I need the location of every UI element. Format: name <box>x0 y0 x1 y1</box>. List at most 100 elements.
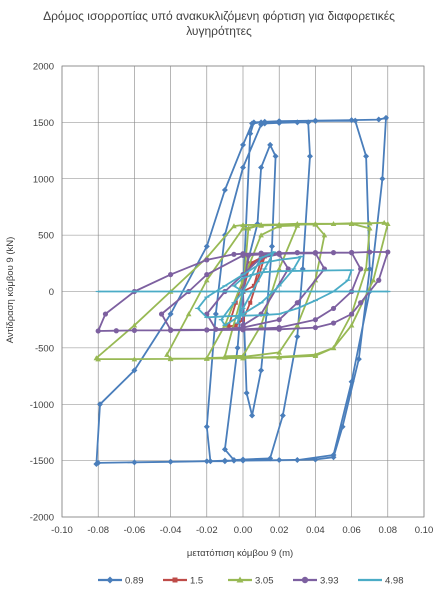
data-point <box>276 324 282 331</box>
data-point <box>131 367 138 374</box>
data-point <box>203 423 210 430</box>
data-point <box>330 320 337 326</box>
data-point <box>95 328 101 334</box>
series-4.98 <box>95 251 391 327</box>
data-point <box>348 322 355 328</box>
data-point <box>385 221 391 227</box>
data-point <box>367 249 373 255</box>
data-point <box>268 243 275 250</box>
legend-marker <box>301 576 309 584</box>
data-point <box>164 351 170 357</box>
data-point <box>379 175 386 182</box>
data-point <box>321 232 328 238</box>
data-point <box>231 223 237 229</box>
chart-title-line-1: Δρόμος ισορροπίας υπό ανακυκλιζόμενη φόρ… <box>43 9 395 23</box>
data-point <box>349 311 355 317</box>
chart-title-line-2: λυγηρότητες <box>186 24 252 38</box>
data-point <box>231 251 237 257</box>
legend: 0.89 1.5 3.05 3.93 4.98 <box>98 576 404 587</box>
y-tick-label: -2000 <box>30 513 54 524</box>
data-point <box>249 120 256 127</box>
data-point <box>97 401 104 408</box>
data-point <box>167 458 174 465</box>
data-point <box>276 223 282 229</box>
data-point <box>131 356 138 362</box>
x-tick-label: 0.04 <box>306 525 325 536</box>
data-point <box>204 355 210 361</box>
data-point <box>330 305 337 312</box>
x-tick-label: -0.04 <box>160 525 182 536</box>
data-point <box>240 141 246 148</box>
y-axis-label: Αντίδραση κόμβου 9 (kN) <box>5 237 16 344</box>
data-point <box>258 250 264 256</box>
legend-item-3.05: 3.05 <box>228 576 274 587</box>
data-point <box>250 261 255 266</box>
data-point <box>355 356 362 363</box>
data-point <box>93 461 100 468</box>
x-axis-label: μετατόπιση κόμβου 9 (m) <box>187 548 293 559</box>
grid-lines <box>61 65 425 518</box>
y-tick-label: 1500 <box>33 118 54 129</box>
data-point <box>294 333 301 340</box>
data-point <box>349 250 355 256</box>
data-point <box>240 352 246 358</box>
x-tick-label: 0.06 <box>342 525 361 536</box>
legend-label: 1.5 <box>190 576 203 587</box>
data-point <box>348 221 355 227</box>
legend-label: 4.98 <box>385 576 404 587</box>
data-point <box>312 221 319 227</box>
data-point <box>267 141 274 148</box>
axes: -0.10 -0.08 -0.06 -0.04 -0.02 0.00 0.02 0.04 0.0… <box>30 62 434 537</box>
legend-item-4.98: 4.98 <box>358 576 404 587</box>
data-point <box>221 187 228 194</box>
data-point <box>294 300 300 306</box>
data-point <box>312 118 319 125</box>
data-point <box>348 117 355 124</box>
data-point <box>294 250 300 256</box>
data-point <box>276 266 282 272</box>
y-tick-label: -1500 <box>30 456 54 467</box>
data-point <box>113 328 119 334</box>
legend-item-1.5: 1.5 <box>163 576 203 587</box>
data-point <box>312 250 318 256</box>
data-point <box>221 457 228 464</box>
data-point <box>330 454 337 461</box>
data-point <box>366 220 373 226</box>
data-point <box>230 457 237 464</box>
data-point <box>167 355 174 361</box>
legend-label: 0.89 <box>125 576 144 587</box>
data-point <box>276 317 282 323</box>
data-point <box>294 222 301 228</box>
data-point <box>213 326 219 332</box>
data-point <box>272 153 279 160</box>
data-point <box>306 153 313 160</box>
data-point <box>348 378 355 385</box>
data-point <box>240 322 246 328</box>
data-point <box>233 323 238 328</box>
data-point <box>294 322 301 328</box>
legend-label: 3.93 <box>320 576 339 587</box>
data-point <box>131 459 138 466</box>
y-tick-label: -1000 <box>30 400 54 411</box>
data-point <box>382 114 389 121</box>
data-point <box>385 249 391 255</box>
x-tick-label: -0.02 <box>196 525 218 536</box>
data-point <box>370 277 377 283</box>
data-point <box>212 311 219 318</box>
data-point <box>339 423 346 430</box>
data-point <box>221 446 228 453</box>
data-point <box>330 221 337 227</box>
data-point <box>312 351 319 357</box>
data-point <box>375 116 382 123</box>
data-point <box>226 324 231 329</box>
data-point <box>258 164 265 171</box>
legend-item-0.89: 0.89 <box>98 576 144 587</box>
y-tick-label: 1000 <box>33 174 54 185</box>
data-point <box>243 389 250 396</box>
data-point <box>234 344 241 351</box>
data-point <box>240 252 246 259</box>
data-point <box>258 222 264 228</box>
data-point <box>168 271 174 278</box>
